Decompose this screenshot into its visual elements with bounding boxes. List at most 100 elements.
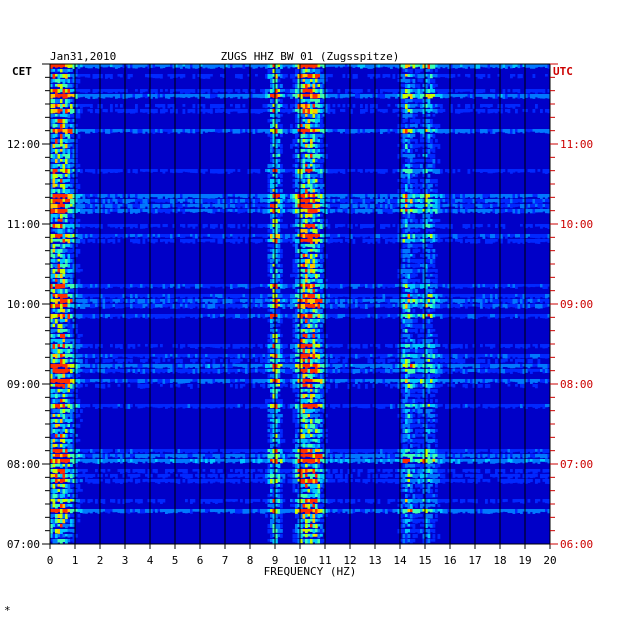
spectrogram-cell [420,264,423,267]
spectrogram-cell [292,154,296,159]
spectrogram-cell [320,159,323,164]
spectrogram-cell [360,194,363,199]
spectrogram-cell [267,104,271,108]
spectrogram-cell [425,64,428,68]
spectrogram-cell [75,159,78,164]
spectrogram-cell [235,204,238,208]
spectrogram-cell [60,249,63,253]
spectrogram-cell [57,234,61,239]
spectrogram-cell [292,144,296,147]
spectrogram-cell [277,249,281,253]
spectrogram-cell [407,169,411,174]
spectrogram-cell [277,264,281,268]
spectrogram-cell [417,144,421,148]
spectrogram-cell [60,284,63,289]
spectrogram-cell [532,109,536,113]
spectrogram-cell [382,204,386,209]
spectrogram-cell [70,199,73,204]
spectrogram-cell [122,64,126,69]
spectrogram-cell [87,304,91,308]
spectrogram-cell [412,179,416,183]
spectrogram-cell [145,104,148,108]
spectrogram-cell [157,64,161,67]
spectrogram-cell [320,124,323,129]
spectrogram-cell [405,214,408,219]
spectrogram-cell [410,224,413,228]
spectrogram-cell [472,304,476,307]
spectrogram-cell [275,179,278,183]
spectrogram-cell [215,234,218,239]
spectrogram-cell [400,99,403,104]
spectrogram-cell [212,89,216,93]
spectrogram-cell [97,129,101,132]
spectrogram-cell [497,109,501,112]
spectrogram-cell [287,304,291,307]
spectrogram-cell [190,224,193,227]
spectrogram-cell [280,169,283,173]
spectrogram-cell [67,294,71,297]
spectrogram-cell [475,294,478,299]
spectrogram-cell [62,99,66,104]
spectrogram-cell [212,194,216,199]
spectrogram-cell [317,164,321,168]
spectrogram-cell [135,204,138,208]
spectrogram-cell [50,294,53,299]
spectrogram-cell [227,224,231,228]
spectrogram-cell [65,144,68,149]
spectrogram-cell [510,204,513,209]
spectrogram-cell [437,284,441,287]
spectrogram-cell [405,229,408,233]
spectrogram-cell [267,259,271,263]
spectrogram-cell [80,224,83,227]
spectrogram-cell [492,204,496,208]
spectrogram-cell [532,194,536,197]
spectrogram-cell [330,74,333,78]
spectrogram-cell [342,284,346,288]
spectrogram-cell [50,69,53,73]
spectrogram-cell [457,209,461,212]
spectrogram-cell [305,169,308,172]
spectrogram-cell [425,209,428,214]
spectrogram-cell [400,269,403,274]
spectrogram-cell [57,99,61,103]
spectrogram-cell [72,134,76,138]
spectrogram-cell [500,294,503,297]
spectrogram-cell [247,194,251,197]
spectrogram-cell [360,199,363,203]
spectrogram-cell [530,204,533,208]
spectrogram-cell [415,104,418,107]
spectrogram-cell [355,314,358,319]
spectrogram-cell [85,299,88,304]
spectrogram-cell [297,144,301,148]
spectrogram-cell [205,74,208,79]
spectrogram-cell [325,129,328,132]
spectrogram-cell [270,249,273,252]
spectrogram-cell [382,64,386,67]
spectrogram-cell [215,209,218,212]
spectrogram-cell [175,284,178,289]
spectrogram-cell [500,94,503,98]
spectrogram-cell [162,299,166,304]
spectrogram-cell [195,169,198,174]
spectrogram-cell [302,89,306,93]
spectrogram-cell [50,284,53,289]
spectrogram-cell [422,149,426,153]
spectrogram-cell [265,284,268,289]
spectrogram-cell [267,249,271,252]
spectrogram-cell [72,284,76,289]
spectrogram-cell [267,204,271,208]
spectrogram-cell [405,169,408,174]
spectrogram-cell [252,314,256,318]
spectrogram-cell [525,64,528,68]
spectrogram-cell [475,194,478,199]
spectrogram-cell [315,114,318,119]
spectrogram-cell [367,239,371,244]
spectrogram-cell [72,319,76,322]
spectrogram-cell [187,199,191,203]
spectrogram-cell [530,234,533,238]
spectrogram-cell [510,234,513,238]
spectrogram-cell [340,109,343,112]
spectrogram-cell [67,94,71,98]
spectrogram-cell [237,104,241,109]
utc-axis-label: UTC [553,65,573,78]
